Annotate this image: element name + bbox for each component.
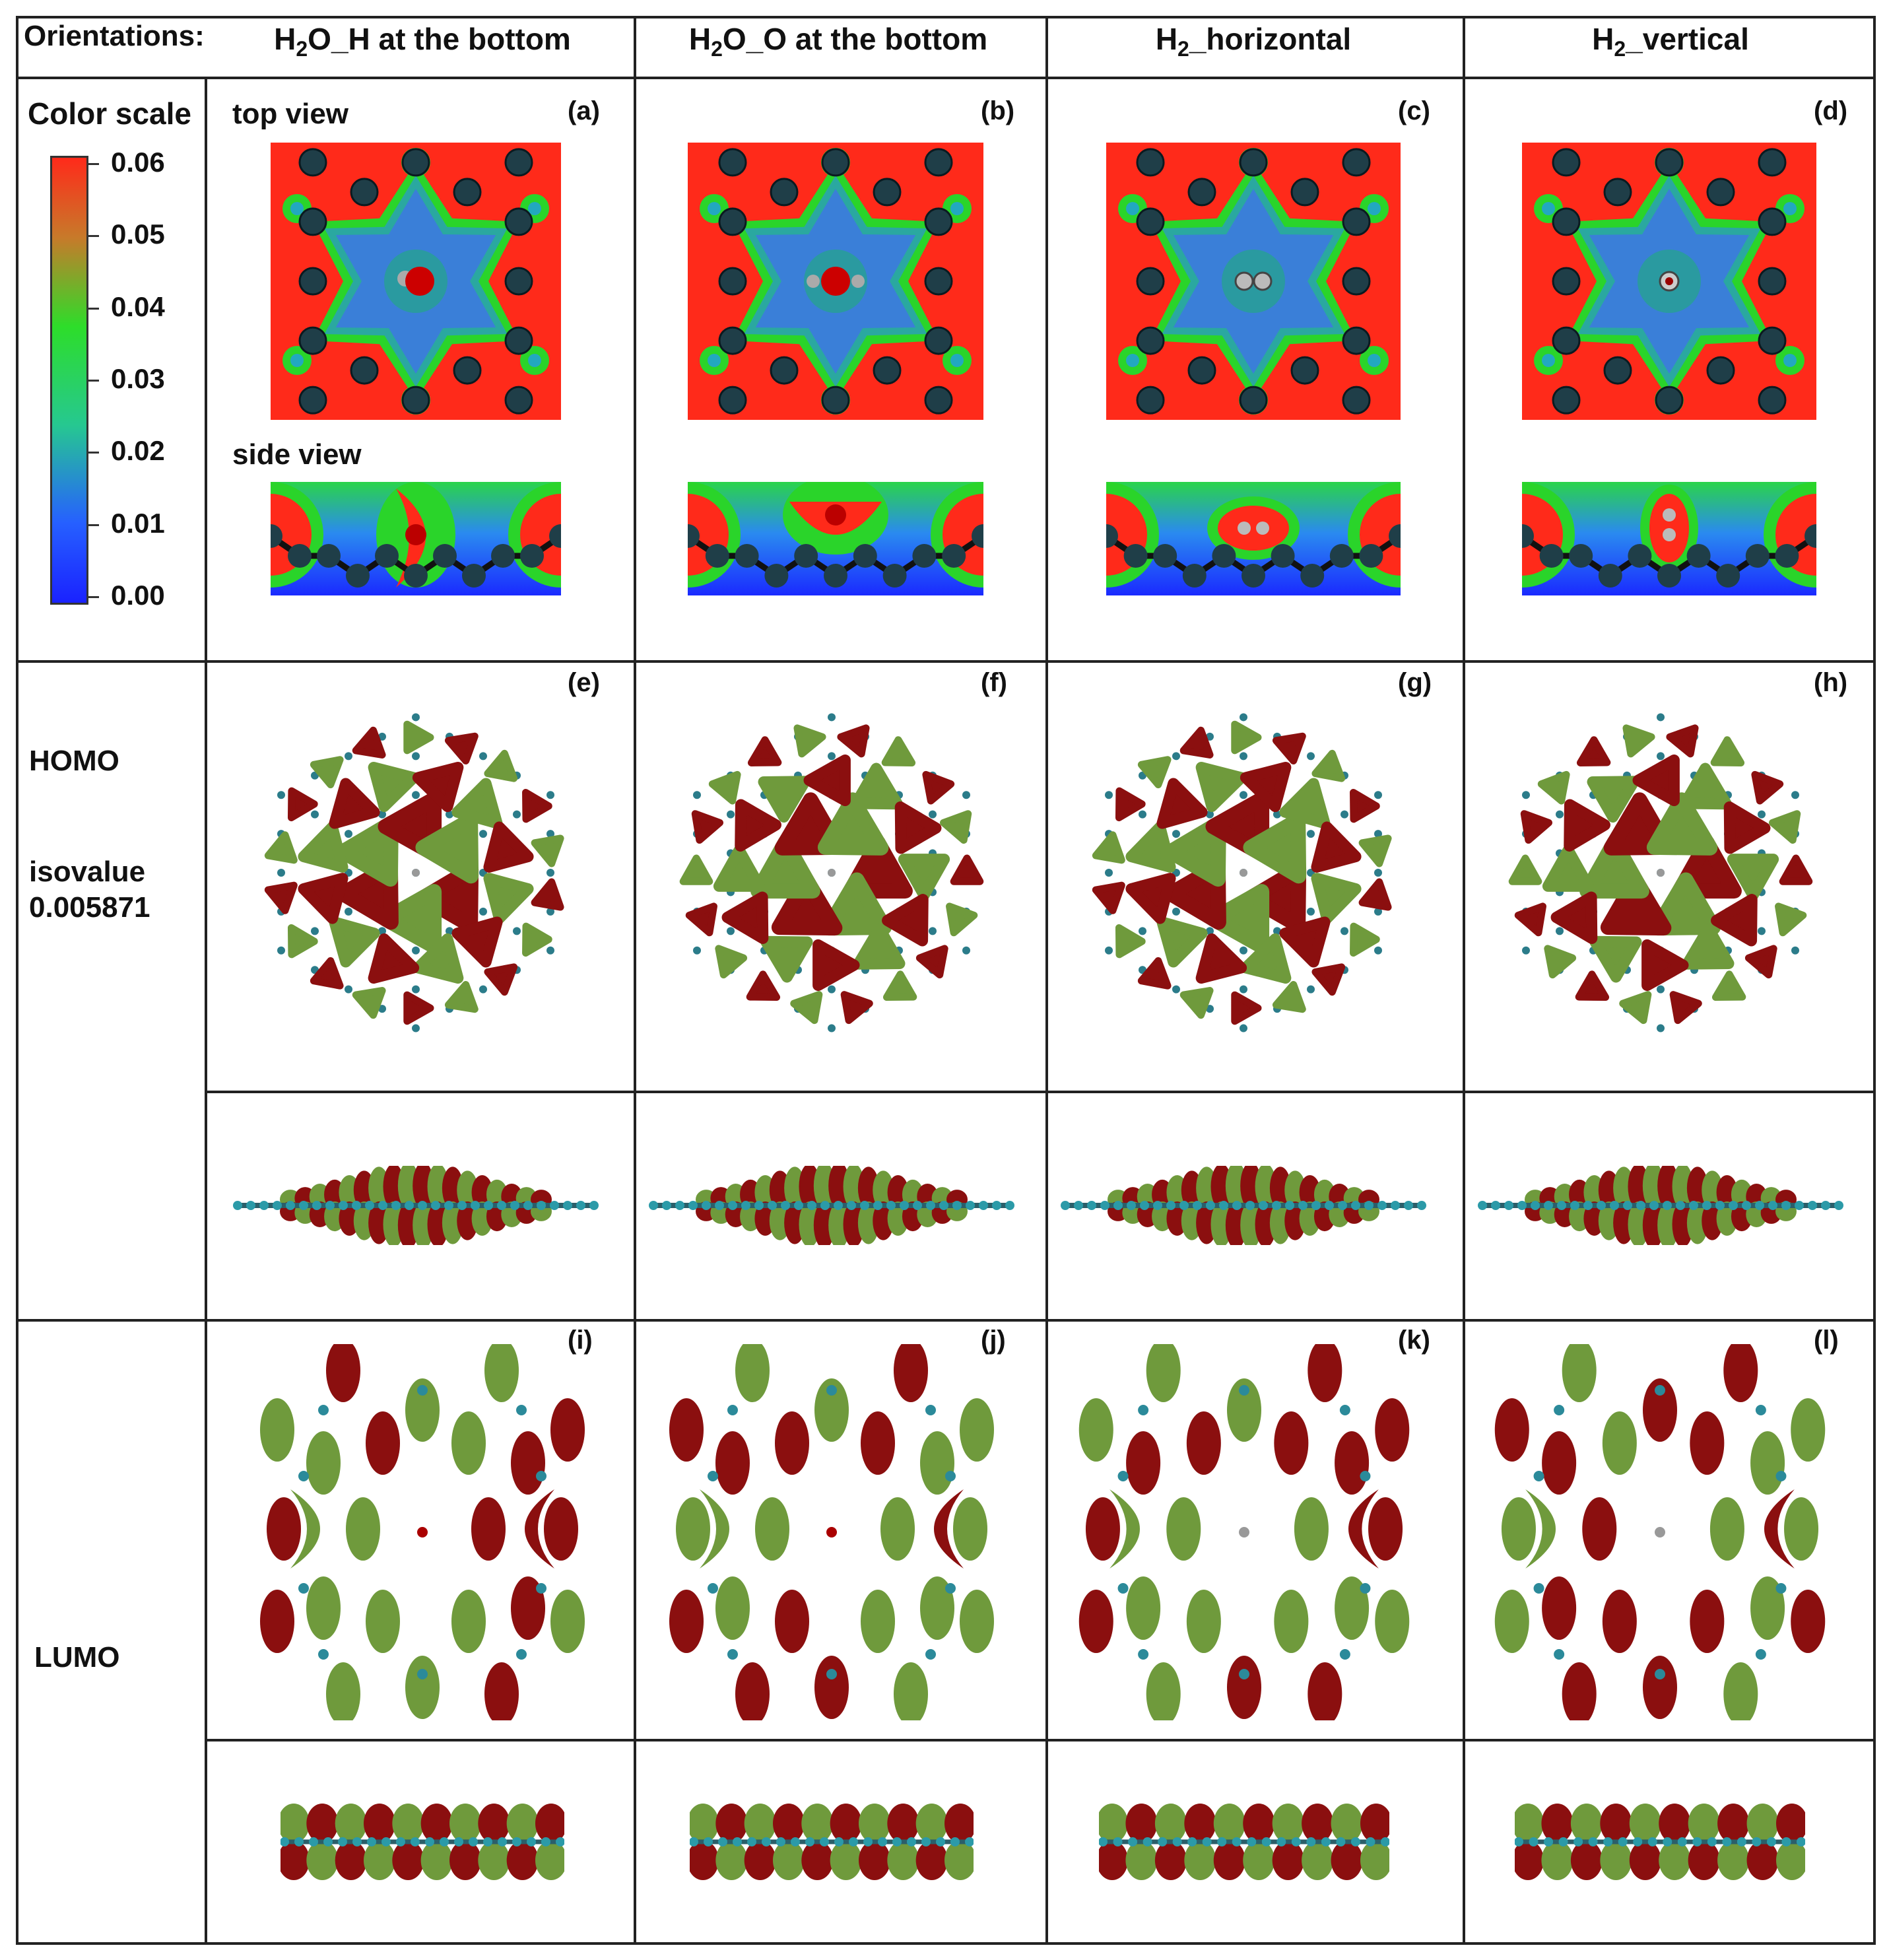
color-scale-tick-mark — [88, 524, 99, 526]
column-header-4: H2_vertical — [1592, 22, 1749, 61]
row-divider — [205, 1091, 1873, 1093]
panel-label: (a) — [568, 96, 600, 125]
top-view-label: top view — [232, 98, 349, 130]
col-divider — [1463, 18, 1465, 1942]
homo-orbital-side-view — [1061, 1166, 1426, 1245]
lumo-orbital-side-view — [1099, 1804, 1389, 1880]
side-view-density-map — [1522, 482, 1816, 595]
side-view-label: side view — [232, 438, 362, 471]
orientations-label: Orientations: — [24, 20, 205, 52]
homo-orbital-top-view — [679, 713, 984, 1032]
column-header-2: H2O_O at the bottom — [688, 22, 988, 61]
row-divider — [205, 1739, 1873, 1741]
figure-grid — [16, 16, 1876, 1945]
color-scale-tick-label: 0.01 — [111, 507, 165, 539]
homo-orbital-top-view — [1508, 713, 1813, 1032]
lumo-orbital-top-view — [260, 1344, 585, 1720]
homo-label: HOMO — [29, 745, 119, 777]
row-divider — [18, 1319, 1873, 1322]
col-divider — [634, 18, 636, 1942]
color-scale-tick-mark — [88, 452, 99, 454]
top-view-density-map — [271, 143, 561, 420]
panel-label: (l) — [1814, 1326, 1839, 1355]
color-scale-tick-mark — [88, 596, 99, 598]
homo-orbital-top-view — [264, 713, 564, 1032]
panel-label: (c) — [1398, 96, 1430, 125]
top-view-density-map — [1106, 143, 1401, 420]
column-header-3: H2_horizontal — [1155, 22, 1352, 61]
lumo-orbital-side-view — [281, 1804, 564, 1880]
color-scale-tick-label: 0.05 — [111, 219, 165, 250]
color-scale-tick-mark — [88, 163, 99, 165]
panel-label: (b) — [981, 96, 1015, 125]
row-divider — [18, 77, 1873, 79]
panel-label: (j) — [981, 1326, 1006, 1355]
panel-label: (d) — [1814, 96, 1848, 125]
color-scale-tick-label: 0.04 — [111, 290, 165, 322]
color-scale-tick-label: 0.02 — [111, 435, 165, 467]
side-view-density-map — [688, 482, 983, 595]
isovalue-label: isovalue — [29, 856, 146, 888]
panel-label: (g) — [1398, 668, 1432, 697]
lumo-label: LUMO — [34, 1641, 120, 1673]
panel-label: (f) — [981, 668, 1007, 697]
color-scale-tick-mark — [88, 235, 99, 238]
side-view-density-map — [271, 482, 561, 595]
color-scale-tick-label: 0.03 — [111, 363, 165, 394]
homo-orbital-side-view — [233, 1166, 599, 1245]
lumo-orbital-top-view — [1494, 1344, 1826, 1720]
color-scale-title: Color scale — [28, 96, 191, 131]
side-view-density-map — [1106, 482, 1401, 595]
col-divider — [205, 77, 207, 1942]
panel-label: (k) — [1398, 1326, 1430, 1355]
top-view-density-map — [688, 143, 983, 420]
lumo-orbital-side-view — [690, 1804, 974, 1880]
lumo-orbital-side-view — [1515, 1804, 1805, 1880]
homo-orbital-top-view — [1092, 713, 1392, 1032]
column-header-1: H2O_H at the bottom — [274, 22, 571, 61]
panel-label: (h) — [1814, 668, 1848, 697]
col-divider — [1045, 18, 1048, 1942]
lumo-orbital-top-view — [669, 1344, 994, 1720]
top-view-density-map — [1522, 143, 1816, 420]
color-scale-tick-label: 0.06 — [111, 147, 165, 178]
row-divider — [18, 660, 1873, 663]
color-scale-tick-mark — [88, 380, 99, 382]
isovalue-number: 0.005871 — [29, 891, 150, 924]
homo-orbital-side-view — [1478, 1166, 1843, 1245]
color-scale-tick-mark — [88, 307, 99, 310]
color-scale-tick-label: 0.00 — [111, 580, 165, 611]
panel-label: (i) — [568, 1326, 593, 1355]
lumo-orbital-top-view — [1078, 1344, 1410, 1720]
homo-orbital-side-view — [649, 1166, 1014, 1245]
color-scale-bar — [50, 156, 88, 605]
panel-label: (e) — [568, 668, 600, 697]
